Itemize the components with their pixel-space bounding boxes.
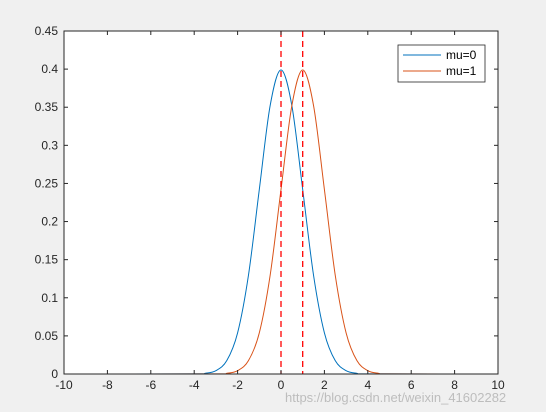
x-tick-label: 10 [491, 378, 505, 392]
legend-label-mu0: mu=0 [446, 48, 477, 62]
watermark: https://blog.csdn.net/weixin_41602282 [285, 390, 506, 405]
series-line-0 [63, 69, 499, 375]
x-tick-label: -4 [189, 378, 200, 392]
x-tick-label: 2 [321, 378, 328, 392]
x-tick-label: 6 [408, 378, 415, 392]
y-tick-label: 0.3 [41, 138, 58, 152]
legend-label-mu1: mu=1 [446, 64, 477, 78]
y-tick-label: 0.4 [41, 62, 58, 76]
x-tick-label: 0 [278, 378, 285, 392]
y-axis-ticks: 0 0.05 0.1 0.15 0.2 0.25 0.3 0.35 0.4 0.45 [35, 24, 498, 381]
y-tick-label: 0.35 [35, 100, 59, 114]
y-tick-label: 0 [51, 367, 58, 381]
legend-box [397, 44, 486, 83]
vertical-lines [280, 31, 304, 374]
x-tick-label: -10 [55, 378, 73, 392]
x-tick-label: -6 [145, 378, 156, 392]
y-tick-label: 0.1 [41, 291, 58, 305]
x-tick-label: 8 [451, 378, 458, 392]
x-tick-label: 4 [364, 378, 371, 392]
y-tick-label: 0.25 [35, 176, 59, 190]
y-tick-label: 0.45 [35, 24, 59, 38]
y-tick-label: 0.2 [41, 215, 58, 229]
y-tick-label: 0.15 [35, 253, 59, 267]
x-tick-label: -8 [102, 378, 113, 392]
x-tick-label: -2 [232, 378, 243, 392]
legend: mu=0 mu=1 [397, 44, 486, 83]
x-axis-ticks: -10 -8 -6 -4 -2 0 2 4 6 8 10 [55, 31, 505, 392]
y-tick-label: 0.05 [35, 329, 59, 343]
